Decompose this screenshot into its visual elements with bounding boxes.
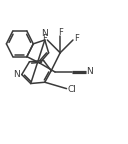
Text: F: F <box>74 34 79 43</box>
Text: F: F <box>42 34 47 43</box>
Text: F: F <box>58 29 63 37</box>
Text: Cl: Cl <box>67 85 76 94</box>
Text: N: N <box>41 29 48 38</box>
Text: N: N <box>86 68 93 76</box>
Text: N: N <box>13 70 20 79</box>
